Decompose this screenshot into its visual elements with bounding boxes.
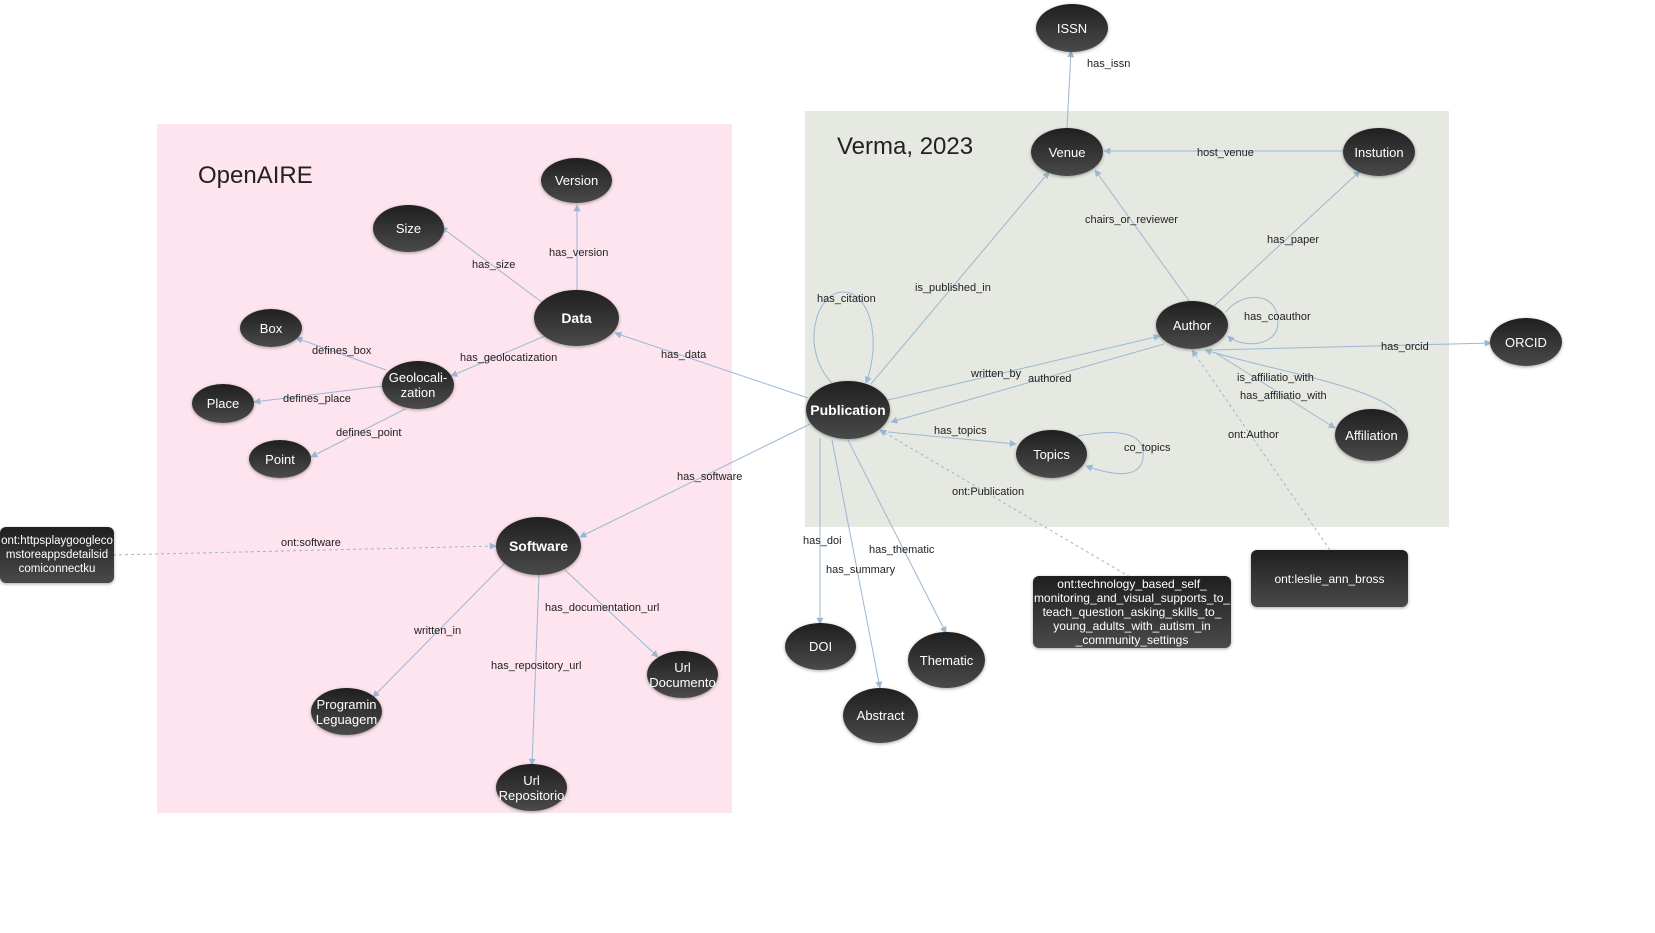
edge-has-thematic xyxy=(847,439,947,634)
edge-ont-author xyxy=(1191,349,1331,551)
edge-has-size xyxy=(440,226,544,304)
node-orcid[interactable]: ORCID xyxy=(1490,318,1562,366)
label-has-affiliatio-with: has_affiliatio_with xyxy=(1240,390,1327,402)
verma-group xyxy=(805,111,1449,527)
edge-chairs-or-reviewer xyxy=(1094,169,1191,303)
openaire-group-title: OpenAIRE xyxy=(198,162,313,189)
edge-has-summary xyxy=(831,439,883,689)
edge-defines-box xyxy=(295,336,387,371)
node-url-documentation[interactable]: Url Documento xyxy=(647,651,718,698)
label-has-repository-url: has_repository_url xyxy=(491,660,582,672)
node-doi[interactable]: DOI xyxy=(785,623,856,670)
edge-has-geolocatization xyxy=(450,335,546,377)
edge-has-documentation-url xyxy=(564,569,659,658)
label-written-in: written_in xyxy=(414,625,462,637)
label-ont-publication: ont:Publication xyxy=(952,486,1025,498)
publication-instance-box[interactable]: ont:technology_based_self_ monitoring_an… xyxy=(1033,576,1231,648)
label-defines-place: defines_place xyxy=(283,393,351,405)
edge-written-in xyxy=(372,562,506,698)
node-programming-language[interactable]: Programin Leguagem xyxy=(311,688,382,735)
label-is-published-in: is_published_in xyxy=(915,282,991,294)
label-has-paper: has_paper xyxy=(1267,234,1319,246)
label-ont-software: ont:software xyxy=(281,537,341,549)
node-box[interactable]: Box xyxy=(240,309,302,347)
label-authored: authored xyxy=(1028,373,1072,385)
label-has-data: has_data xyxy=(661,349,707,361)
label-ont-author: ont:Author xyxy=(1228,429,1279,441)
label-has-size: has_size xyxy=(472,259,516,271)
node-venue[interactable]: Venue xyxy=(1031,128,1103,176)
label-has-doi: has_doi xyxy=(803,535,842,547)
edge-has-affiliatio-with xyxy=(1213,351,1336,429)
edge-has-citation xyxy=(813,291,874,384)
edge-has-issn xyxy=(1066,50,1075,129)
label-defines-box: defines_box xyxy=(312,345,372,357)
label-has-software: has_software xyxy=(677,471,743,483)
edge-has-orcid xyxy=(1209,339,1492,351)
edge-defines-place xyxy=(253,385,384,405)
node-institution[interactable]: Instution xyxy=(1343,128,1415,176)
node-affiliation[interactable]: Affiliation xyxy=(1335,409,1408,461)
edge-co-topics xyxy=(1077,432,1144,475)
node-software[interactable]: Software xyxy=(496,517,581,575)
label-has-summary: has_summary xyxy=(826,564,896,576)
edge-ont-publication xyxy=(879,429,1131,578)
node-place[interactable]: Place xyxy=(192,384,254,423)
label-has-version: has_version xyxy=(549,247,609,259)
edge-authored xyxy=(890,343,1165,424)
label-has-thematic: has_thematic xyxy=(869,544,935,556)
edge-is-affiliatio-with xyxy=(1204,348,1398,413)
author-instance-box[interactable]: ont:leslie_ann_bross xyxy=(1251,550,1408,607)
edge-ont-software xyxy=(112,542,497,556)
node-author[interactable]: Author xyxy=(1156,301,1228,349)
edge-has-data xyxy=(614,331,809,399)
label-has-topics: has_topics xyxy=(934,425,987,437)
node-size[interactable]: Size xyxy=(373,205,444,252)
label-is-affiliatio-with: is_affiliatio_with xyxy=(1237,372,1314,384)
edge-has-paper xyxy=(1213,170,1361,307)
node-topics[interactable]: Topics xyxy=(1016,430,1087,478)
verma-group-title: Verma, 2023 xyxy=(837,133,974,160)
edge-has-repository-url xyxy=(528,574,540,766)
label-chairs-or-reviewer: chairs_or_reviewer xyxy=(1085,214,1178,226)
node-thematic[interactable]: Thematic xyxy=(908,632,985,688)
label-defines-point: defines_point xyxy=(336,427,402,439)
node-point[interactable]: Point xyxy=(249,440,311,478)
node-data[interactable]: Data xyxy=(534,290,619,346)
node-version[interactable]: Version xyxy=(541,158,612,203)
node-abstract[interactable]: Abstract xyxy=(843,688,918,743)
label-has-geolocatization: has_geolocatization xyxy=(460,352,558,364)
edge-has-topics xyxy=(887,431,1017,447)
label-has-orcid: has_orcid xyxy=(1381,341,1429,353)
node-publication[interactable]: Publication xyxy=(806,381,890,439)
node-geolocalization[interactable]: Geolocali- zation xyxy=(382,361,454,409)
label-has-issn: has_issn xyxy=(1087,58,1131,70)
software-instance-box[interactable]: ont:httpsplaygoogleco mstoreappsdetailsi… xyxy=(0,527,114,583)
edge-has-coauthor xyxy=(1225,297,1279,345)
edge-defines-point xyxy=(310,408,406,458)
label-has-citation: has_citation xyxy=(817,293,876,305)
label-has-coauthor: has_coauthor xyxy=(1244,311,1311,323)
edge-written-by xyxy=(887,334,1161,401)
label-host-venue: host_venue xyxy=(1197,147,1254,159)
node-issn[interactable]: ISSN xyxy=(1036,4,1108,52)
edge-is-published-in xyxy=(870,171,1050,385)
edge-has-software xyxy=(579,423,811,538)
label-has-documentation-url: has_documentation_url xyxy=(545,602,660,614)
node-url-repository[interactable]: Url Repositorio xyxy=(496,764,567,811)
label-co-topics: co_topics xyxy=(1124,442,1171,454)
label-written-by: written_by xyxy=(971,368,1022,380)
